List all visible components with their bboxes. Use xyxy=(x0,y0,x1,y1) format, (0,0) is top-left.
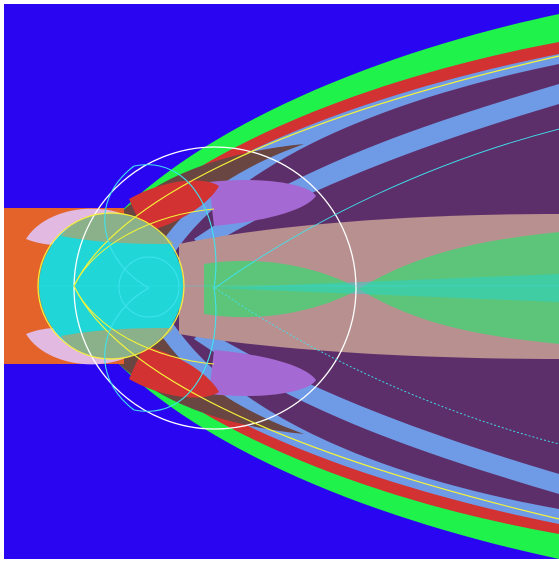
sea-green-right-wedge xyxy=(359,232,559,344)
cyan-petal-left-lower xyxy=(104,287,150,411)
olive-overlay-upper xyxy=(61,212,174,244)
cyan-petal-upper xyxy=(133,164,217,289)
white-circle xyxy=(73,146,357,430)
blue-wedge-upper xyxy=(194,84,559,249)
yellow-upper-curve xyxy=(73,55,559,287)
cyan-ray-right xyxy=(214,274,559,302)
cyan-ray-lower xyxy=(214,287,559,445)
cyan-circle-small xyxy=(118,256,180,318)
sea-green-bowtie xyxy=(204,260,359,318)
red-lower-wedge xyxy=(129,346,219,398)
cyan-ray-upper xyxy=(214,128,559,289)
blue-wedge-lower xyxy=(194,329,559,494)
cyan-petal-left-upper xyxy=(104,165,150,289)
violet-lower-petal xyxy=(209,350,316,397)
violet-upper-petal xyxy=(209,179,316,226)
yellow-inner-arc-upper xyxy=(73,208,215,287)
cyan-petal-lower xyxy=(133,287,217,412)
geometric-artwork xyxy=(4,4,559,559)
yellow-lower-curve xyxy=(73,285,559,520)
yellow-inner-arc-lower xyxy=(73,285,215,365)
